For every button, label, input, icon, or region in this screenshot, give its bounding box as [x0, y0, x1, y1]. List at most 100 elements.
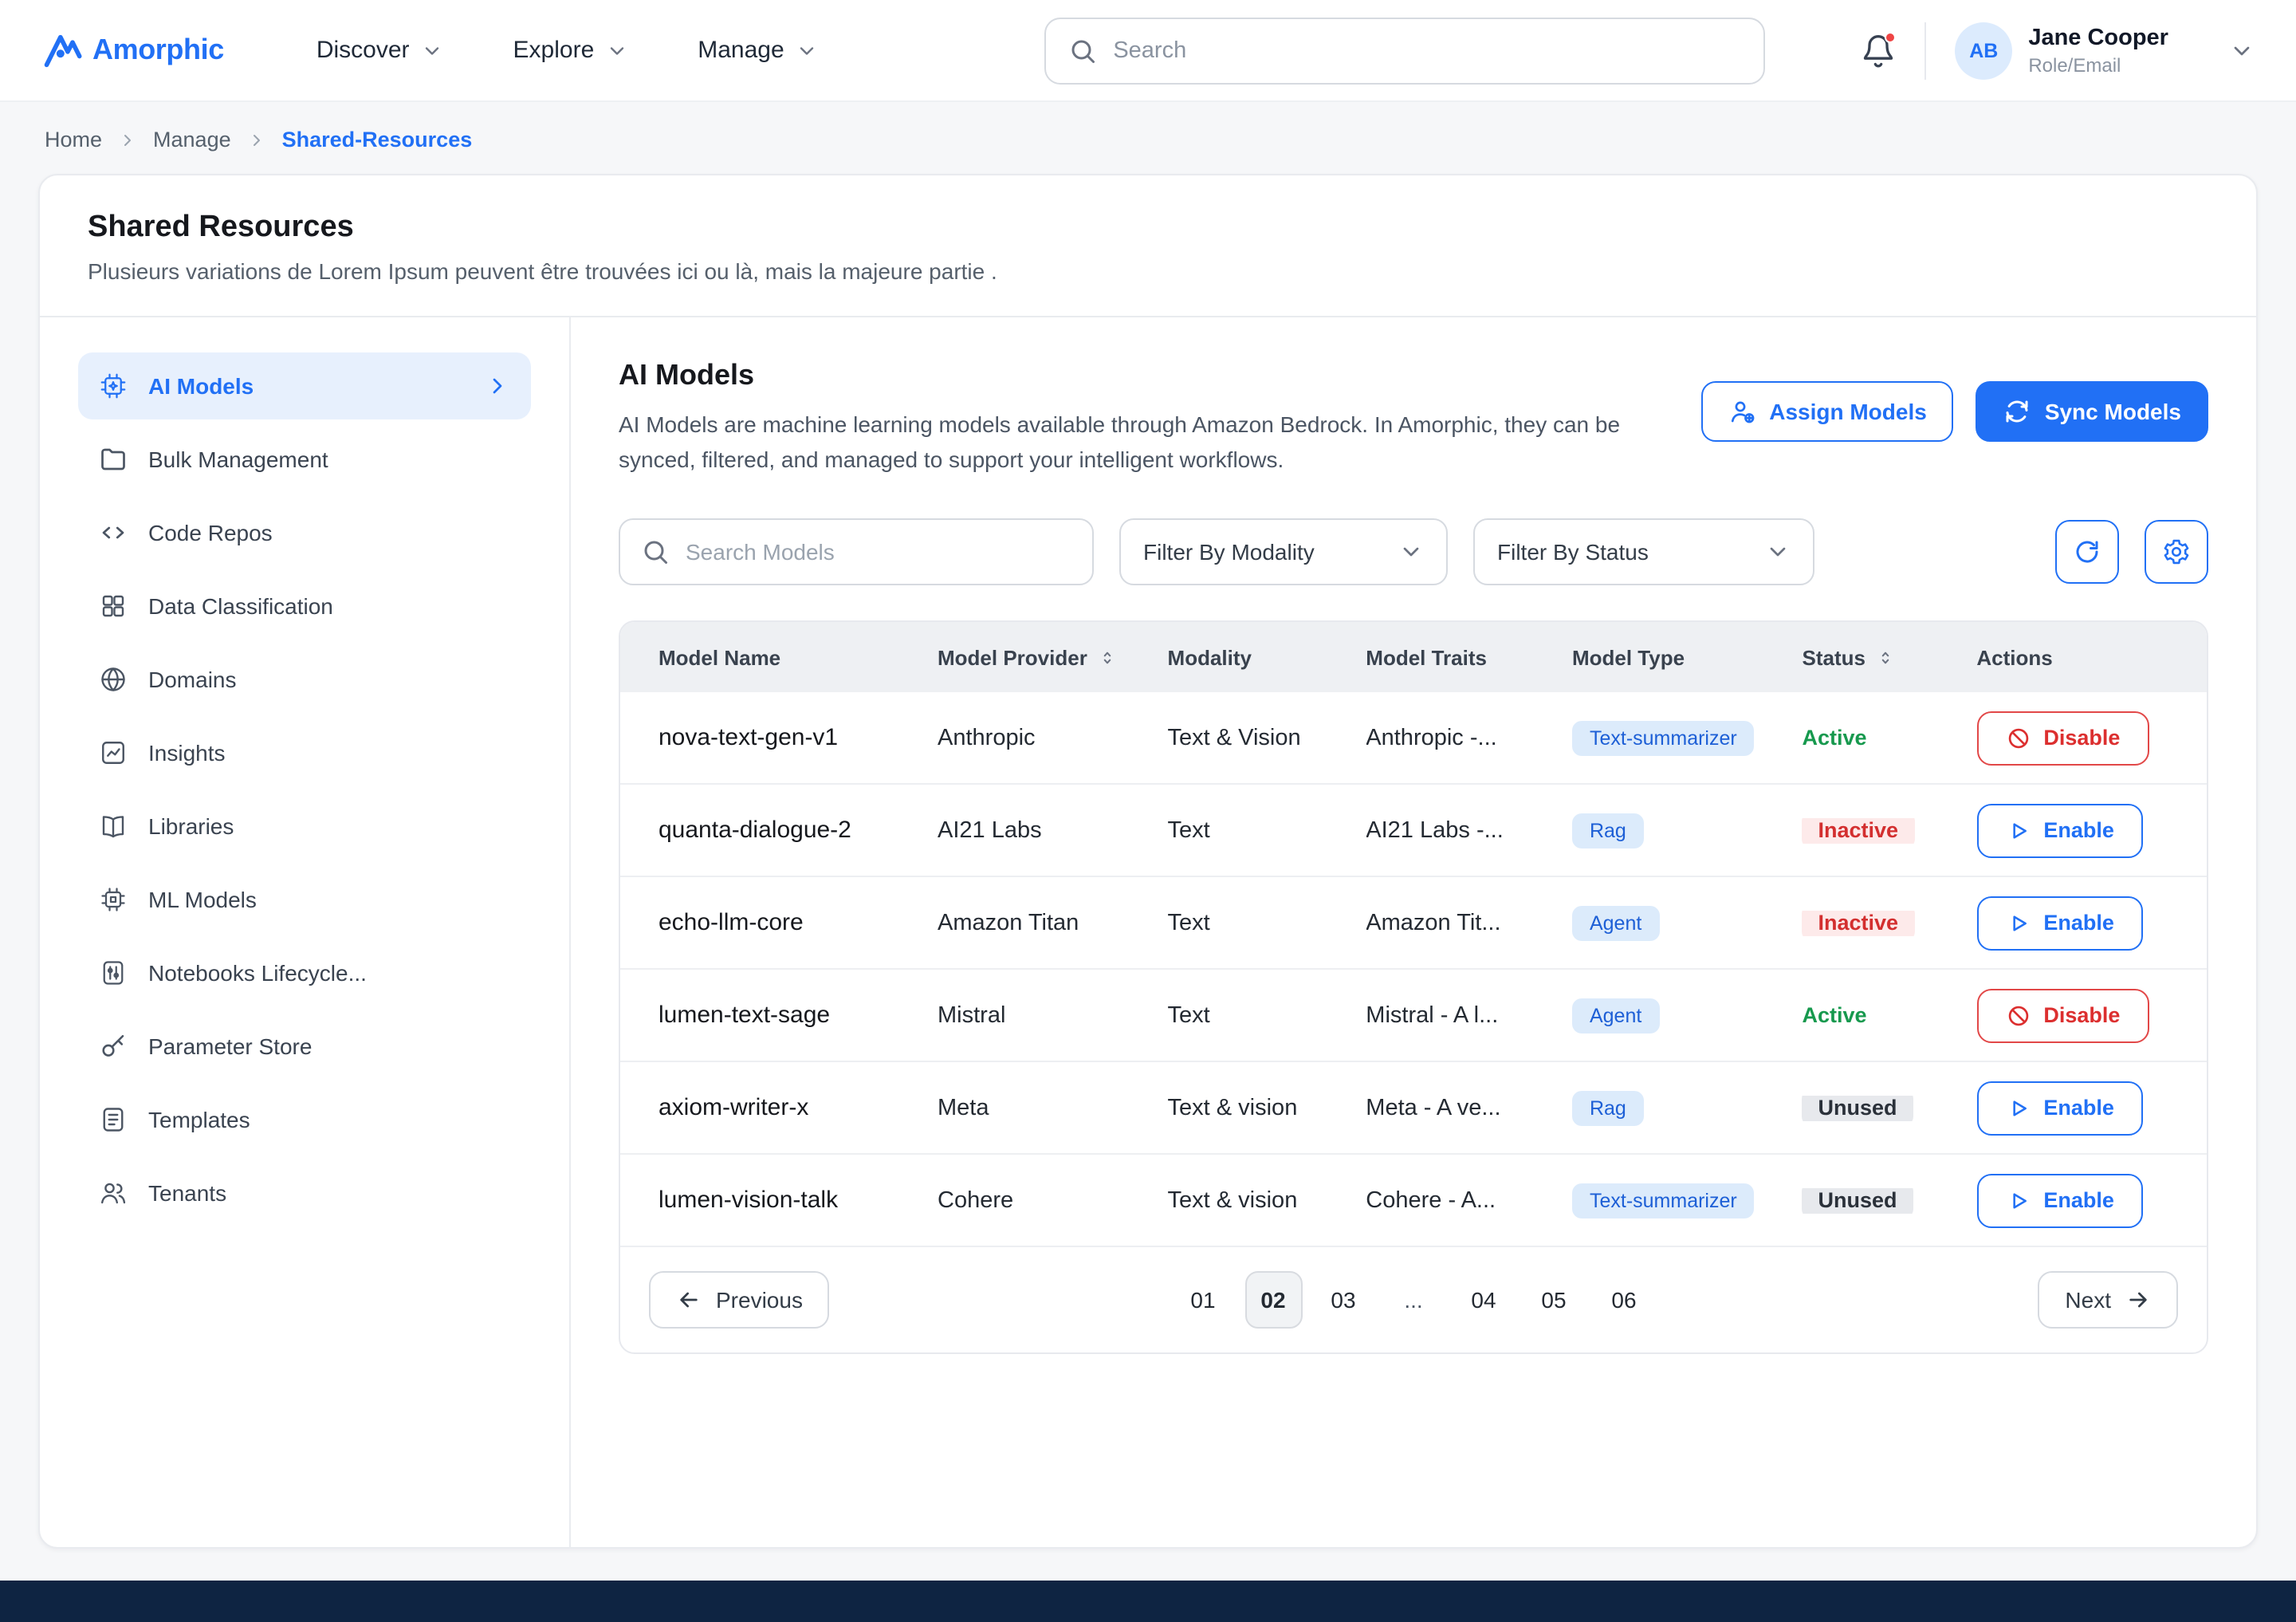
models-table: Model Name Model Provider Modality Model Tr…	[619, 620, 2208, 1355]
assign-models-button[interactable]: Assign Models	[1700, 381, 1954, 442]
search-models[interactable]	[619, 518, 1094, 586]
settings-button[interactable]	[2145, 520, 2208, 585]
status-cell: Inactive	[1802, 817, 1977, 844]
breadcrumb-item[interactable]: Home	[45, 128, 103, 152]
sidebar-item-templates[interactable]: Templates	[78, 1086, 531, 1153]
pagination: Previous 01 02 03... 04 05 06 Next	[620, 1248, 2207, 1353]
model-provider-cell: Meta	[938, 1095, 989, 1121]
assign-models-icon	[1728, 397, 1756, 426]
sidebar-item-data-classification[interactable]: Data Classification	[78, 573, 531, 640]
global-search-input[interactable]	[1113, 37, 1742, 63]
status-badge: Inactive	[1802, 910, 1915, 936]
page-title: Shared Resources	[88, 211, 354, 244]
column-header: Actions	[1976, 645, 2053, 670]
chevron-down-icon	[421, 39, 443, 61]
page-number[interactable]: 04	[1471, 1287, 1496, 1313]
enable-button[interactable]: Enable	[1976, 1173, 2143, 1228]
model-provider-cell: Amazon Titan	[938, 910, 1079, 936]
model-traits-cell: Cohere - A...	[1366, 1187, 1496, 1214]
sidebar-item-domains[interactable]: Domains	[78, 646, 531, 713]
page-number[interactable]: 05	[1541, 1287, 1567, 1313]
search-icon	[1068, 36, 1097, 65]
previous-page-button[interactable]: Previous	[649, 1271, 830, 1329]
sort-icon[interactable]	[1097, 648, 1118, 668]
filter-row: Filter By Modality Filter By Status	[619, 518, 2208, 586]
page-ellipsis: ...	[1404, 1287, 1423, 1313]
enable-button[interactable]: Enable	[1976, 803, 2143, 858]
column-header: Model Name	[659, 645, 781, 670]
nav-item-discover[interactable]: Discover	[316, 37, 443, 64]
page-number[interactable]: 06	[1611, 1287, 1637, 1313]
sidebar-item-tenants[interactable]: Tenants	[78, 1159, 531, 1226]
search-icon	[641, 538, 670, 567]
enable-button[interactable]: Enable	[1976, 896, 2143, 951]
sidebar-item-libraries[interactable]: Libraries	[78, 793, 531, 860]
model-type-badge: Rag	[1571, 813, 1644, 848]
sync-icon	[2003, 397, 2032, 426]
breadcrumb-item[interactable]: Manage	[153, 128, 231, 152]
model-type-badge: Text-summarizer	[1571, 720, 1755, 756]
page-number[interactable]: 01	[1190, 1287, 1216, 1313]
filter-by-modality-dropdown[interactable]: Filter By Modality	[1119, 518, 1448, 586]
disable-button[interactable]: Disable	[1976, 988, 2149, 1043]
brand-name: Amorphic	[92, 33, 224, 65]
code-icon	[99, 518, 128, 547]
table-row: quanta-dialogue-2 AI21 Labs Text AI21 Labs …	[620, 785, 2207, 878]
play-icon	[2005, 818, 2031, 844]
enable-button[interactable]: Enable	[1976, 1081, 2143, 1136]
sidebar-item-notebooks-lifecycle[interactable]: Notebooks Lifecycle...	[78, 939, 531, 1006]
table-row: axiom-writer-x Meta Text & vision Meta - A …	[620, 1063, 2207, 1155]
column-header: Model Type	[1571, 645, 1685, 670]
model-type-cell: Rag	[1571, 1090, 1803, 1126]
key-icon	[99, 1032, 128, 1061]
sync-models-button[interactable]: Sync Models	[1976, 381, 2208, 442]
disable-button[interactable]: Disable	[1976, 711, 2149, 766]
nav-item-manage[interactable]: Manage	[698, 37, 817, 64]
sidebar-item-label: Bulk Management	[148, 447, 328, 472]
table-row: lumen-text-sage Mistral Text Mistral - A l.…	[620, 970, 2207, 1063]
nav-item-explore[interactable]: Explore	[513, 37, 628, 64]
table-row: nova-text-gen-v1 Anthropic Text & Vision An…	[620, 693, 2207, 785]
model-type-cell: Text-summarizer	[1571, 720, 1803, 756]
status-badge: Unused	[1802, 1187, 1913, 1214]
modality-cell: Text	[1167, 817, 1210, 844]
table-header-row: Model Name Model Provider Modality Model Tr…	[620, 622, 2207, 693]
sidebar-item-ai-models[interactable]: AI Models	[78, 352, 531, 419]
user-menu[interactable]: AB Jane Cooper Role/Email	[1924, 22, 2255, 79]
notifications-bell-icon[interactable]	[1861, 31, 1897, 68]
sidebar-item-insights[interactable]: Insights	[78, 719, 531, 786]
global-search[interactable]	[1044, 17, 1766, 84]
content-panel: AI Models AI Models are machine learning…	[571, 317, 2256, 1547]
sidebar-item-parameter-store[interactable]: Parameter Store	[78, 1013, 531, 1080]
modality-cell: Text	[1167, 910, 1210, 936]
page-header: Shared Resources Plusieurs variations de…	[40, 175, 2256, 317]
refresh-button[interactable]	[2055, 520, 2119, 585]
notification-dot	[1885, 31, 1897, 42]
template-icon	[99, 1105, 128, 1134]
column-header[interactable]: Status	[1803, 646, 1977, 670]
breadcrumb-item: Shared-Resources	[281, 128, 473, 152]
status-badge: Active	[1802, 1002, 1867, 1027]
sidebar-item-ml-models[interactable]: ML Models	[78, 866, 531, 933]
sidebar-item-label: ML Models	[148, 887, 257, 912]
chevron-right-icon	[485, 373, 510, 399]
brand-logo[interactable]: Amorphic	[41, 30, 224, 71]
sort-icon[interactable]	[1875, 648, 1896, 668]
column-header: Modality	[1167, 645, 1252, 670]
search-models-input[interactable]	[686, 539, 1071, 565]
page-number[interactable]: 03	[1331, 1287, 1356, 1313]
disable-icon	[2005, 726, 2031, 751]
chevron-down-icon	[1765, 540, 1791, 565]
table-body: nova-text-gen-v1 Anthropic Text & Vision An…	[620, 693, 2207, 1248]
sidebar-item-code-repos[interactable]: Code Repos	[78, 499, 531, 566]
sidebar-item-label: Data Classification	[148, 593, 333, 619]
next-page-button[interactable]: Next	[2038, 1271, 2178, 1329]
model-name-cell: nova-text-gen-v1	[659, 724, 839, 752]
model-traits-cell: AI21 Labs -...	[1366, 817, 1504, 844]
sidebar-item-bulk-management[interactable]: Bulk Management	[78, 426, 531, 493]
navbar-right: AB Jane Cooper Role/Email	[1861, 22, 2255, 79]
refresh-icon	[2073, 538, 2101, 567]
filter-by-status-dropdown[interactable]: Filter By Status	[1473, 518, 1814, 586]
status-badge: Unused	[1802, 1095, 1913, 1121]
column-header[interactable]: Model Provider	[938, 646, 1168, 670]
